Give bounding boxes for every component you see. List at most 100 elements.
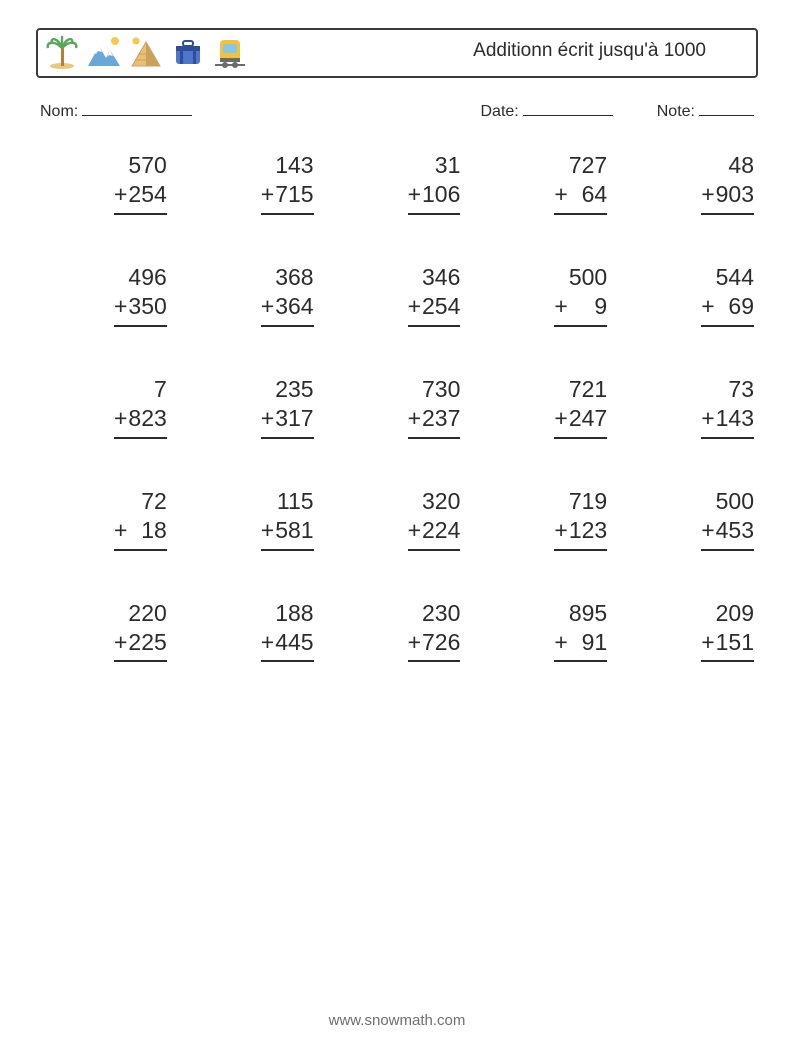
problem: +235+317	[187, 375, 314, 439]
problem: +544+ 69	[627, 263, 754, 327]
pyramid-icon	[128, 34, 164, 70]
problem: +368+364	[187, 263, 314, 327]
sum-rule	[261, 437, 314, 439]
problem: +500+ 9	[480, 263, 607, 327]
addend-top: 7	[128, 375, 166, 404]
addend-top: 368	[275, 263, 313, 292]
operator: +	[701, 292, 714, 321]
addend-top: 500	[716, 487, 754, 516]
operator: +	[261, 404, 274, 433]
addend-bottom: 581	[275, 516, 313, 545]
operator: +	[554, 292, 567, 321]
addend-bottom: 64	[569, 180, 607, 209]
palm-tree-icon	[44, 34, 80, 70]
sum-rule	[114, 549, 167, 551]
addend-top: 544	[716, 263, 754, 292]
problem: +209+151	[627, 599, 754, 663]
addend-top: 143	[275, 151, 313, 180]
sum-rule	[408, 549, 461, 551]
addend-bottom: 453	[716, 516, 754, 545]
addend-bottom: 237	[422, 404, 460, 433]
addend-bottom: 247	[569, 404, 607, 433]
sum-rule	[408, 213, 461, 215]
problem: + 73+143	[627, 375, 754, 439]
problem: + 7+823	[40, 375, 167, 439]
addend-top: 31	[422, 151, 460, 180]
problem: +721+247	[480, 375, 607, 439]
addend-bottom: 445	[275, 628, 313, 657]
sum-rule	[408, 437, 461, 439]
sum-rule	[554, 660, 607, 662]
addend-bottom: 106	[422, 180, 460, 209]
addend-bottom: 317	[275, 404, 313, 433]
operator: +	[408, 180, 421, 209]
addend-top: 500	[569, 263, 607, 292]
problem: +719+123	[480, 487, 607, 551]
problem: +115+581	[187, 487, 314, 551]
problem: + 72+ 18	[40, 487, 167, 551]
sum-rule	[701, 437, 754, 439]
addend-top: 72	[128, 487, 166, 516]
addend-top: 496	[128, 263, 166, 292]
name-blank-line	[82, 102, 192, 116]
addend-bottom: 726	[422, 628, 460, 657]
operator: +	[408, 628, 421, 657]
operator: +	[114, 292, 127, 321]
addend-bottom: 143	[716, 404, 754, 433]
sum-rule	[261, 325, 314, 327]
sum-rule	[701, 213, 754, 215]
operator: +	[261, 292, 274, 321]
operator: +	[701, 180, 714, 209]
addend-bottom: 123	[569, 516, 607, 545]
name-label: Nom:	[40, 103, 78, 121]
addend-top: 895	[569, 599, 607, 628]
sum-rule	[554, 437, 607, 439]
date-field: Date:	[481, 102, 613, 121]
worksheet-title: Additionn écrit jusqu'à 1000	[473, 34, 746, 62]
name-field: Nom:	[40, 102, 192, 121]
suitcase-icon	[170, 34, 206, 70]
note-field: Note:	[657, 102, 754, 121]
addend-bottom: 225	[128, 628, 166, 657]
operator: +	[114, 404, 127, 433]
sum-rule	[261, 660, 314, 662]
problem-grid: +570+254+143+715+ 31+106+727+ 64+ 48+903…	[36, 151, 758, 662]
sum-rule	[701, 325, 754, 327]
sum-rule	[554, 325, 607, 327]
addend-bottom: 9	[569, 292, 607, 321]
sum-rule	[261, 549, 314, 551]
addend-bottom: 151	[716, 628, 754, 657]
operator: +	[408, 292, 421, 321]
operator: +	[114, 516, 127, 545]
addend-top: 115	[277, 487, 314, 516]
sum-rule	[261, 213, 314, 215]
operator: +	[261, 180, 274, 209]
operator: +	[701, 628, 714, 657]
operator: +	[261, 516, 274, 545]
addend-top: 727	[569, 151, 607, 180]
problem: +220+225	[40, 599, 167, 663]
addend-top: 570	[128, 151, 166, 180]
problem: + 31+106	[334, 151, 461, 215]
sum-rule	[114, 437, 167, 439]
operator: +	[261, 628, 274, 657]
addend-top: 188	[275, 599, 313, 628]
sum-rule	[554, 213, 607, 215]
sum-rule	[701, 549, 754, 551]
note-blank-line	[699, 102, 754, 116]
addend-top: 209	[716, 599, 754, 628]
problem: +188+445	[187, 599, 314, 663]
addend-bottom: 823	[128, 404, 166, 433]
problem: +500+453	[627, 487, 754, 551]
operator: +	[114, 628, 127, 657]
problem: +143+715	[187, 151, 314, 215]
problem: +895+ 91	[480, 599, 607, 663]
addend-bottom: 715	[275, 180, 313, 209]
operator: +	[114, 180, 127, 209]
date-label: Date:	[481, 103, 519, 121]
footer-url: www.snowmath.com	[0, 1012, 794, 1029]
operator: +	[554, 516, 567, 545]
addend-bottom: 350	[128, 292, 166, 321]
addend-top: 235	[275, 375, 313, 404]
problem: +496+350	[40, 263, 167, 327]
